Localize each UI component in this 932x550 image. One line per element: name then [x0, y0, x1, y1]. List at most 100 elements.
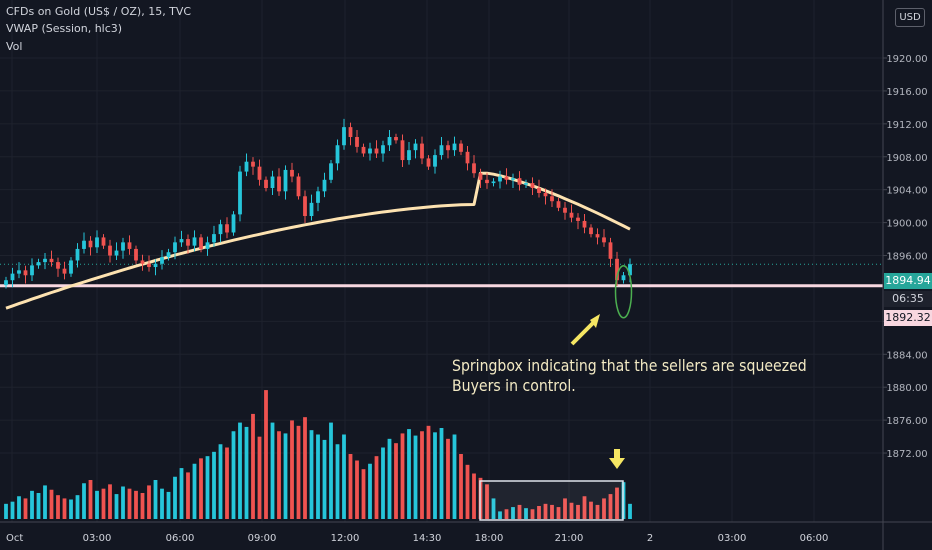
candle-body	[82, 240, 86, 249]
candle-body	[322, 179, 327, 192]
candle-body	[290, 169, 294, 177]
price-tick-label: 1916.00	[886, 87, 927, 98]
volume-bar	[556, 507, 561, 519]
volume-bar	[426, 425, 431, 519]
time-tick-label: 21:00	[555, 533, 584, 544]
annotation-text-line-2: Buyers in control.	[452, 376, 576, 395]
volume-bar	[10, 501, 15, 519]
springbox-ellipse	[614, 264, 633, 319]
current-price-tag: 1894.94	[884, 273, 932, 289]
volume-bar	[335, 444, 340, 519]
price-tick-label: 1876.00	[886, 416, 927, 427]
time-tick-label: 09:00	[248, 533, 277, 544]
candle-body	[381, 145, 385, 154]
candle-body	[199, 237, 203, 249]
candle-body	[114, 250, 119, 256]
annotation-arrow-head	[590, 314, 600, 328]
price-tick-label: 1872.00	[886, 449, 927, 460]
candle-body	[342, 127, 346, 146]
volume-bar	[270, 422, 275, 519]
price-tick-label: 1920.00	[886, 54, 927, 65]
volume-bar	[309, 430, 314, 519]
candle-body	[615, 258, 619, 281]
volume-bar	[452, 434, 457, 519]
volume-bar	[199, 458, 203, 519]
candle-body	[413, 143, 418, 151]
volume-bar	[504, 509, 509, 519]
volume-bar	[485, 484, 489, 519]
volume-bar	[361, 469, 366, 519]
volume-bar	[108, 484, 112, 519]
price-tick-label: 1896.00	[886, 252, 927, 263]
candle-body	[134, 248, 138, 261]
volume-bar	[374, 456, 379, 519]
candle-body	[36, 262, 41, 266]
volume-bar	[225, 447, 229, 519]
candle-body	[303, 196, 307, 217]
volume-bar	[173, 476, 177, 519]
annotation-arrow-shaft	[570, 320, 596, 346]
candle-body	[394, 137, 398, 141]
chart-grid	[0, 0, 883, 522]
candle-body	[498, 176, 502, 182]
candle-body	[10, 273, 15, 281]
volume-bar	[95, 490, 99, 519]
candle-body	[608, 242, 613, 259]
candle-body	[491, 181, 496, 184]
volume-bar	[238, 422, 242, 519]
candle-body	[264, 179, 268, 189]
volume-bar	[88, 480, 93, 519]
volume-bar	[114, 494, 119, 519]
candle-body	[420, 143, 424, 159]
candle-body	[62, 268, 67, 274]
volume-bar	[4, 503, 8, 519]
volume-bar	[127, 488, 132, 519]
volume-bar	[420, 431, 424, 519]
volume-bar	[472, 473, 476, 519]
currency-button[interactable]: USD	[895, 8, 925, 27]
volume-bar	[43, 485, 47, 519]
candle-body	[472, 163, 476, 174]
volume-bar	[329, 422, 333, 519]
volume-bar	[23, 498, 28, 519]
candle-body	[582, 220, 587, 228]
candle-body	[537, 188, 541, 193]
candle-body	[628, 264, 632, 276]
volume-bar	[290, 420, 294, 519]
price-tick-label: 1880.00	[886, 383, 927, 394]
candle-body	[543, 192, 548, 197]
candle-body	[426, 158, 431, 167]
volume-bar	[355, 460, 359, 519]
volume-bar	[218, 444, 223, 519]
candle-body	[316, 191, 320, 203]
candle-body	[23, 270, 28, 276]
time-tick-label: Oct	[6, 533, 23, 544]
volume-bar	[283, 433, 288, 519]
volume-bar	[62, 498, 67, 519]
volume-bar	[439, 428, 444, 519]
hline-price-tag: 1892.32	[884, 310, 932, 326]
volume-bar	[166, 491, 171, 519]
volume-bars	[4, 390, 632, 519]
volume-bar	[394, 443, 398, 519]
indicator-legend: VWAP (Session, hlc3)	[6, 22, 123, 35]
price-tick-label: 1900.00	[886, 219, 927, 230]
volume-bar	[524, 508, 528, 519]
annotations	[479, 264, 633, 521]
volume-legend: Vol	[6, 40, 23, 53]
volume-bar	[277, 431, 281, 519]
countdown-tag: 06:35	[884, 291, 932, 307]
time-tick-label: 12:00	[331, 533, 360, 544]
volume-bar	[121, 486, 125, 519]
volume-bar	[491, 498, 496, 519]
candle-body	[329, 163, 333, 180]
candle-body	[186, 239, 190, 246]
volume-bar	[576, 504, 580, 519]
candle-body	[121, 242, 125, 251]
candle-body	[192, 237, 197, 246]
volume-bar	[179, 468, 184, 519]
candle-body	[270, 176, 275, 189]
volume-bar	[595, 504, 600, 519]
